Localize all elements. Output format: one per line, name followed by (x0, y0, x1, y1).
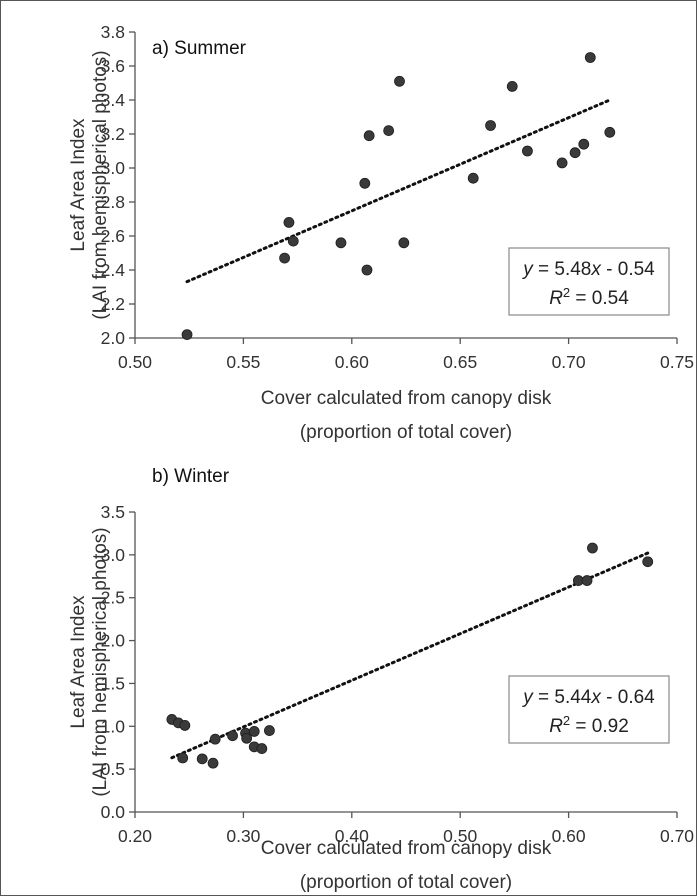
panel-summer-y-tick-label: 2.6 (101, 226, 125, 246)
panel-winter-y-tick-label: 2.0 (101, 631, 126, 651)
panel-summer-data-point (556, 157, 568, 169)
panel-winter-label: b) Winter (152, 466, 230, 487)
panel-winter-data-point (581, 575, 593, 586)
panel-winter-y-tick-label: 3.5 (101, 502, 125, 522)
panel-summer-x-tick-label: 0.65 (443, 352, 477, 372)
panel-winter-data-point (179, 720, 191, 731)
panel-summer-y-tick-label: 2.8 (101, 192, 125, 212)
panel-winter-y-tick-label: 1.5 (101, 673, 125, 693)
panel-summer-x-axis-title-line: (proportion of total cover) (300, 422, 512, 443)
panel-summer-trendline (185, 98, 612, 284)
panel-summer-data-point (363, 130, 375, 142)
panel-winter-data-point (196, 753, 208, 765)
panel-summer-data-point (383, 125, 395, 137)
panel-summer-data-point (361, 264, 373, 276)
panel-winter-y-axis-title-line: Leaf Area Index (68, 595, 89, 729)
panel-winter-data-point (177, 752, 189, 764)
panel-summer-data-point (584, 52, 596, 63)
panel-summer-x-tick-label: 0.55 (226, 352, 260, 372)
panel-summer-x-tick-label: 0.60 (335, 352, 369, 372)
panel-summer-equation: y = 5.48x - 0.54 (521, 259, 655, 280)
panel-summer-data-point (604, 126, 616, 138)
panel-winter-x-axis-title-line: (proportion of total cover) (300, 872, 512, 893)
panel-summer-y-axis-title-line: (LAI from hemispherical photos) (90, 50, 111, 319)
panel-summer-y-axis-title-line: Leaf Area Index (68, 118, 89, 252)
panel-summer-label: a) Summer (152, 38, 247, 59)
panel-summer-x-tick-label: 0.75 (660, 352, 694, 372)
panel-summer-data-point (287, 235, 299, 247)
panel-winter-y-axis-title-line: (LAI from hemispherical photos) (90, 527, 111, 796)
panel-winter-equation-box (508, 675, 670, 744)
panel-summer-y-tick-label: 3.0 (101, 158, 126, 178)
panel-winter-data-point (587, 542, 598, 554)
panel-winter-trendline (170, 551, 650, 760)
panel-summer-data-point (359, 177, 371, 189)
panel-winter-data-point (264, 725, 275, 736)
panel-winter-y-tick-label: 0.0 (101, 802, 126, 822)
panel-summer-data-point (506, 81, 518, 92)
panel-summer-data-point (467, 172, 479, 184)
panel-summer-y-tick-label: 2.2 (101, 294, 125, 314)
panel-summer-data-point (279, 252, 290, 264)
panel-summer-data-point (578, 138, 590, 150)
panel-winter-x-tick-label: 0.70 (660, 826, 694, 846)
panel-winter-chart: 0.0 0.5 1.0 1.5 2.0 2.5 3.0 3.5 0.20 0.30 0.40 0.50… (68, 466, 694, 893)
panel-winter-y-tick-label: 3.0 (101, 545, 126, 565)
panel-winter-x-tick-label: 0.20 (118, 826, 152, 846)
panel-winter-x-axis-title-line: Cover calculated from canopy disk (261, 838, 552, 859)
panel-winter-data-point (209, 733, 221, 745)
panel-winter-r-squared: R2 = 0.92 (549, 713, 629, 738)
panel-summer-data-point (394, 75, 405, 87)
panel-summer-x-axis-title-line: Cover calculated from canopy disk (261, 388, 552, 409)
panel-winter-data-point (227, 730, 238, 742)
panel-winter-data-point (642, 556, 654, 568)
panel-summer-r-squared: R2 = 0.54 (549, 285, 629, 310)
panel-summer-equation-box (508, 247, 670, 316)
panel-winter-data-point (248, 726, 260, 737)
panel-summer-data-point (569, 147, 581, 159)
panel-summer-chart: 2.0 2.2 2.4 2.6 2.8 3.0 3.2 3.4 3.6 3.8 0.50 0.55 0.… (68, 22, 694, 443)
panel-winter-x-tick-label: 0.40 (335, 826, 369, 846)
panel-summer-y-tick-label: 3.6 (101, 56, 125, 76)
panel-summer-data-point (485, 120, 496, 131)
panel-summer-data-point (283, 216, 295, 228)
panel-winter-x-tick-label: 0.60 (552, 826, 586, 846)
panel-summer-data-point (335, 237, 347, 249)
panel-winter-equation: y = 5.44x - 0.64 (521, 687, 655, 708)
panel-winter-y-tick-label: 2.5 (101, 588, 125, 608)
panel-winter-y-tick-label: 1.0 (101, 716, 126, 736)
panel-winter-x-tick-label: 0.50 (443, 826, 477, 846)
panel-summer-y-tick-label: 2.0 (101, 328, 126, 348)
panel-winter-data-point (207, 757, 219, 769)
panel-summer-y-tick-label: 3.2 (101, 124, 125, 144)
panel-summer-data-point (398, 237, 410, 249)
panel-summer-y-tick-label: 2.4 (101, 260, 126, 280)
panel-summer-x-tick-label: 0.50 (118, 352, 152, 372)
panel-summer-y-tick-label: 3.4 (101, 90, 126, 110)
panel-summer-x-tick-label: 0.70 (552, 352, 586, 372)
panel-winter-data-point (241, 732, 253, 744)
panel-summer-data-point (522, 145, 533, 157)
panel-summer-y-tick-label: 3.8 (101, 22, 125, 42)
panel-winter-data-point (256, 743, 268, 754)
panel-winter-x-tick-label: 0.30 (226, 826, 260, 846)
panel-winter-y-tick-label: 0.5 (101, 759, 125, 779)
panel-summer-data-point (181, 329, 193, 341)
